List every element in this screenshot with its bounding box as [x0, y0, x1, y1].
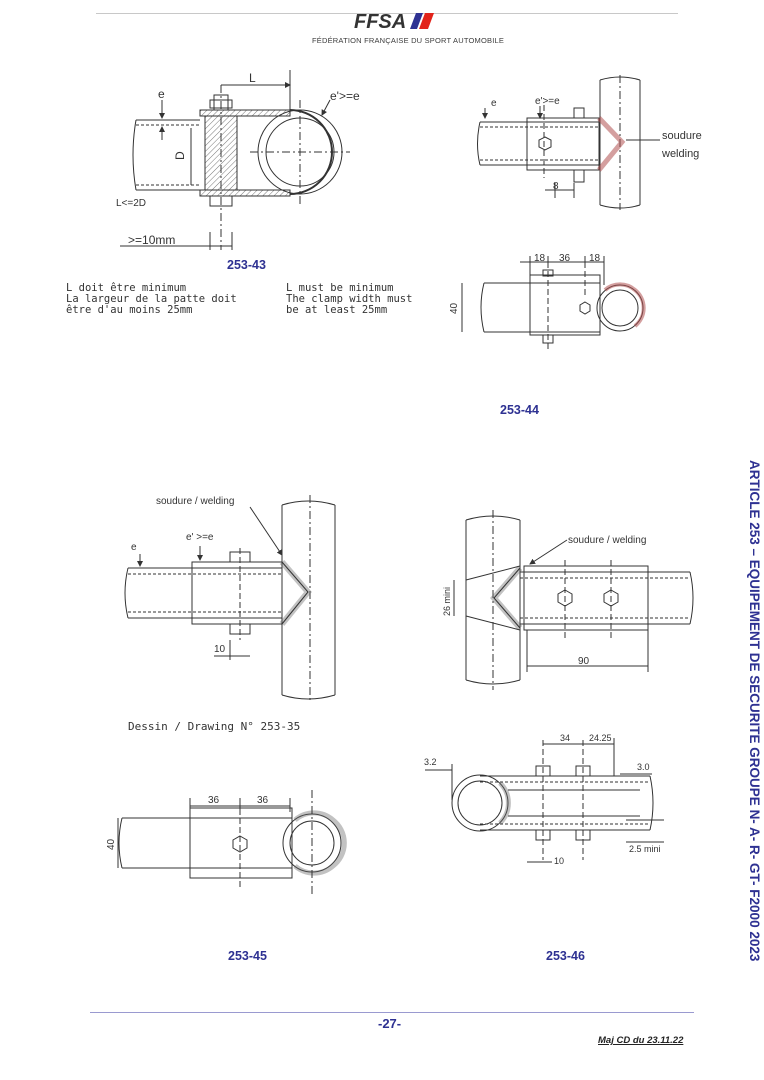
fig43-note-en: L must be minimum The clamp width must b… — [286, 282, 413, 316]
fig46-dim-10: 10 — [554, 856, 564, 866]
fig45-caption: 253-45 — [228, 949, 267, 963]
fig43-dim-D: D — [173, 151, 187, 160]
figure-253-44-side — [477, 75, 660, 210]
fig44-caption: 253-44 — [500, 403, 539, 417]
fig46-caption: 253-46 — [546, 949, 585, 963]
fig45-dim-40: 40 — [106, 838, 117, 850]
fig44-dim-e: e — [491, 98, 497, 109]
figure-253-45-top — [117, 790, 347, 895]
fig45-dim-36a: 36 — [208, 795, 220, 806]
fig43-caption: 253-43 — [227, 258, 266, 272]
fig46-dim-90: 90 — [578, 656, 590, 667]
fig44-dim-40: 40 — [449, 302, 460, 314]
fig43-dim-ee: e'>=e — [330, 89, 360, 103]
fig45-weld-label: soudure / welding — [156, 496, 234, 507]
header-rule — [96, 13, 678, 14]
fig45-dim-ee: e' >=e — [186, 532, 214, 543]
figure-253-44-top — [461, 256, 646, 350]
page-number: -27- — [378, 1016, 402, 1031]
fig46-dim-2425: 24.25 — [589, 733, 612, 743]
fig44-dim-18a: 18 — [534, 253, 546, 264]
fig44-dim-8: 8 — [553, 181, 559, 192]
fig46-dim-34: 34 — [560, 733, 570, 743]
fig44-soudure: soudure — [662, 130, 702, 142]
fig45-drawing-ref: Dessin / Drawing N° 253-35 — [128, 720, 300, 733]
fig46-dim-25: 2.5 mini — [629, 844, 661, 854]
ffsa-logo: FFSA — [354, 11, 434, 32]
figure-253-45-side — [124, 495, 336, 700]
fig46-dim-30: 3.0 — [637, 762, 650, 772]
fig45-dim-10: 10 — [214, 644, 226, 655]
figure-253-46-side — [453, 510, 694, 690]
figure-253-43 — [120, 70, 350, 250]
fig46-dim-26: 26 mini — [442, 587, 452, 616]
figure-253-46-top — [425, 738, 664, 863]
fig44-welding: welding — [661, 148, 699, 160]
fig44-dim-36: 36 — [559, 253, 571, 264]
fig44-dim-ee: e'>=e — [535, 96, 560, 107]
footer-rule — [90, 1012, 694, 1013]
fig43-note-fr: L doit être minimum La largeur de la pat… — [66, 282, 237, 316]
fig45-dim-36b: 36 — [257, 795, 269, 806]
fig46-weld-label: soudure / welding — [568, 535, 646, 546]
federation-name: FÉDÉRATION FRANÇAISE DU SPORT AUTOMOBILE — [312, 36, 505, 45]
fig43-dim-e: e — [158, 87, 165, 101]
fig43-dim-10mm: >=10mm — [128, 233, 175, 247]
fig44-dim-18b: 18 — [589, 253, 601, 264]
fig43-dim-L: L — [249, 71, 256, 85]
fig43-dim-L2D: L<=2D — [116, 198, 146, 209]
update-note: Maj CD du 23.11.22 — [598, 1035, 684, 1046]
svg-text:FFSA: FFSA — [354, 11, 406, 32]
fig45-dim-e: e — [131, 542, 137, 553]
article-side-title: ARTICLE 253 – EQUIPEMENT DE SECURITE GRO… — [747, 460, 762, 962]
fig46-dim-32: 3.2 — [424, 757, 437, 767]
